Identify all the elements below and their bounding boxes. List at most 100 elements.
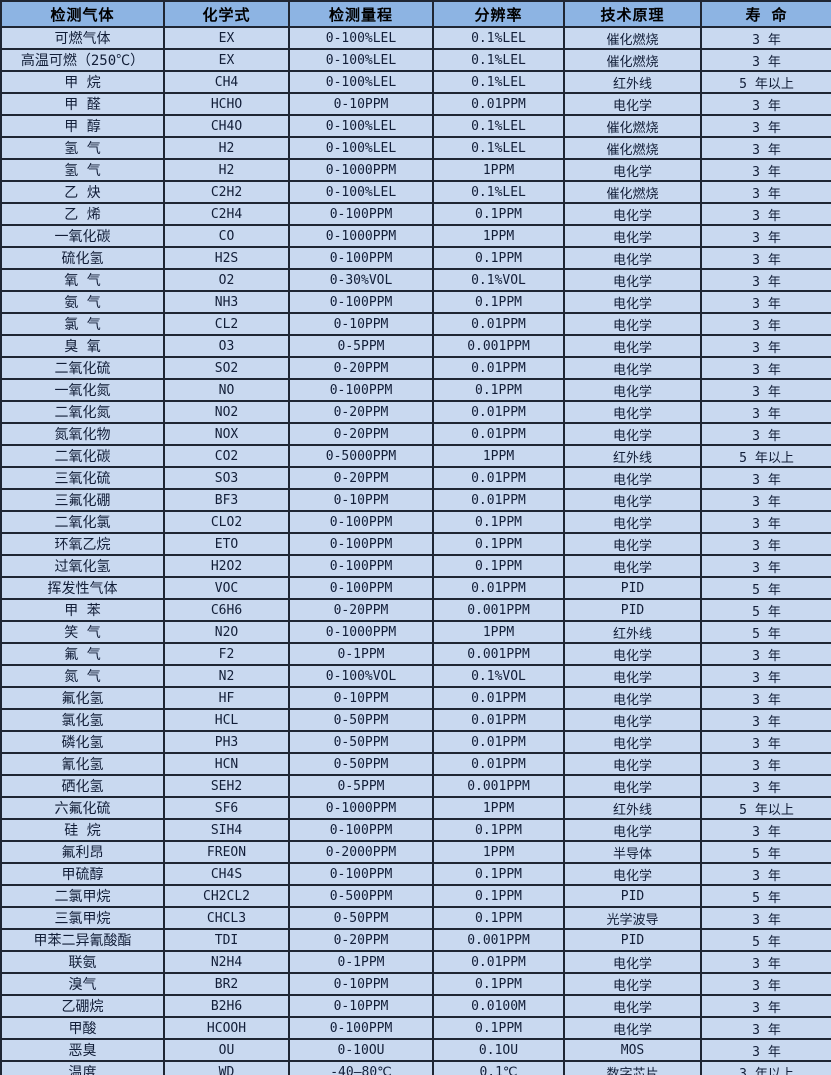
table-row: 甲 醇 CH4O 0-100%LEL 0.1%LEL 催化燃烧 3 年 <box>0 114 831 138</box>
table-cell: 0.1%LEL <box>432 136 565 160</box>
table-cell: 电化学 <box>563 686 702 710</box>
table-row: 乙 炔 C2H2 0-100%LEL 0.1%LEL 催化燃烧 3 年 <box>0 180 831 204</box>
header-cell: 化学式 <box>163 0 290 28</box>
table-cell: 3 年以上 <box>700 1060 831 1075</box>
table-cell: 3 年 <box>700 862 831 886</box>
table-cell: 0.01PPM <box>432 356 565 380</box>
table-cell: SIH4 <box>163 818 290 842</box>
table-cell: CH2CL2 <box>163 884 290 908</box>
table-cell: 三氧化硫 <box>0 466 165 490</box>
table-cell: 电化学 <box>563 708 702 732</box>
table-cell: 0-1000PPM <box>288 158 434 182</box>
table-cell: N2 <box>163 664 290 688</box>
table-row: 氯化氢 HCL 0-50PPM 0.01PPM 电化学 3 年 <box>0 708 831 732</box>
table-cell: 3 年 <box>700 686 831 710</box>
table-cell: SO2 <box>163 356 290 380</box>
table-cell: 3 年 <box>700 48 831 72</box>
table-cell: N2O <box>163 620 290 644</box>
table-cell: 臭 氧 <box>0 334 165 358</box>
table-cell: 0.001PPM <box>432 334 565 358</box>
table-cell: 半导体 <box>563 840 702 864</box>
table-cell: 0-10PPM <box>288 92 434 116</box>
table-cell: 3 年 <box>700 400 831 424</box>
table-row: 溴气 BR2 0-10PPM 0.1PPM 电化学 3 年 <box>0 972 831 996</box>
table-row: 甲 苯 C6H6 0-20PPM 0.001PPM PID 5 年 <box>0 598 831 622</box>
table-cell: B2H6 <box>163 994 290 1018</box>
table-cell: HCOOH <box>163 1016 290 1040</box>
table-cell: PID <box>563 928 702 952</box>
table-cell: 甲硫醇 <box>0 862 165 886</box>
table-cell: 3 年 <box>700 664 831 688</box>
table-cell: 0-100PPM <box>288 818 434 842</box>
table-cell: 0-500PPM <box>288 884 434 908</box>
table-cell: 3 年 <box>700 554 831 578</box>
table-cell: 0-100%VOL <box>288 664 434 688</box>
table-cell: 光学波导 <box>563 906 702 930</box>
table-row: 硅 烷 SIH4 0-100PPM 0.1PPM 电化学 3 年 <box>0 818 831 842</box>
table-cell: 0-1000PPM <box>288 224 434 248</box>
table-cell: 0-50PPM <box>288 708 434 732</box>
table-cell: 0.1PPM <box>432 378 565 402</box>
header-row: 检测气体 化学式 检测量程 分辨率 技术原理寿 命 <box>0 0 831 28</box>
table-cell: 0-100PPM <box>288 378 434 402</box>
table-cell: 0-5000PPM <box>288 444 434 468</box>
table-cell: 氟化氢 <box>0 686 165 710</box>
table-cell: 电化学 <box>563 752 702 776</box>
table-row: 氰化氢 HCN 0-50PPM 0.01PPM 电化学 3 年 <box>0 752 831 776</box>
table-cell: 0.001PPM <box>432 642 565 666</box>
table-cell: 0.1PPM <box>432 554 565 578</box>
table-cell: 3 年 <box>700 466 831 490</box>
table-cell: SF6 <box>163 796 290 820</box>
table-cell: 0-10PPM <box>288 972 434 996</box>
table-row: 三氯甲烷 CHCL3 0-50PPM 0.1PPM 光学波导 3 年 <box>0 906 831 930</box>
table-cell: 0-100PPM <box>288 246 434 270</box>
table-cell: 六氟化硫 <box>0 796 165 820</box>
table-row: 二氧化氮 NO2 0-20PPM 0.01PPM 电化学 3 年 <box>0 400 831 424</box>
table-cell: 0-100PPM <box>288 1016 434 1040</box>
table-row: 氟 气 F2 0-1PPM 0.001PPM 电化学 3 年 <box>0 642 831 666</box>
table-cell: 0-30%VOL <box>288 268 434 292</box>
header-cell: 分辨率 <box>432 0 565 28</box>
table-cell: 高温可燃（250℃） <box>0 48 165 72</box>
table-cell: CO <box>163 224 290 248</box>
table-cell: 3 年 <box>700 334 831 358</box>
table-cell: TDI <box>163 928 290 952</box>
table-cell: 0-100PPM <box>288 290 434 314</box>
table-cell: 0.001PPM <box>432 928 565 952</box>
table-cell: 溴气 <box>0 972 165 996</box>
table-row: 甲酸 HCOOH 0-100PPM 0.1PPM 电化学 3 年 <box>0 1016 831 1040</box>
table-cell: 电化学 <box>563 202 702 226</box>
table-cell: 电化学 <box>563 356 702 380</box>
table-row: 三氟化硼 BF3 0-10PPM 0.01PPM 电化学 3 年 <box>0 488 831 512</box>
table-cell: 红外线 <box>563 796 702 820</box>
table-cell: 电化学 <box>563 554 702 578</box>
header-cell: 技术原理 <box>563 0 702 28</box>
table-cell: 0.01PPM <box>432 708 565 732</box>
table-cell: PID <box>563 576 702 600</box>
table-cell: 0-50PPM <box>288 730 434 754</box>
table-cell: 电化学 <box>563 862 702 886</box>
table-row: 六氟化硫 SF6 0-1000PPM 1PPM 红外线 5 年以上 <box>0 796 831 820</box>
table-cell: 0-20PPM <box>288 598 434 622</box>
table-cell: 电化学 <box>563 378 702 402</box>
table-cell: O2 <box>163 268 290 292</box>
table-cell: 0-100%LEL <box>288 48 434 72</box>
table-cell: 3 年 <box>700 224 831 248</box>
table-cell: 3 年 <box>700 202 831 226</box>
table-cell: 0.1PPM <box>432 906 565 930</box>
table-cell: 0-1PPM <box>288 642 434 666</box>
table-cell: 0-5PPM <box>288 774 434 798</box>
table-cell: 笑 气 <box>0 620 165 644</box>
table-row: 氢 气 H2 0-1000PPM 1PPM 电化学 3 年 <box>0 158 831 182</box>
table-cell: 0.1%LEL <box>432 26 565 50</box>
table-cell: CO2 <box>163 444 290 468</box>
table-cell: 0.1%VOL <box>432 664 565 688</box>
table-cell: 5 年 <box>700 576 831 600</box>
table-cell: 电化学 <box>563 466 702 490</box>
table-cell: 0-100%LEL <box>288 136 434 160</box>
table-cell: 3 年 <box>700 268 831 292</box>
table-cell: 电化学 <box>563 972 702 996</box>
table-row: 氟利昂 FREON 0-2000PPM 1PPM 半导体 5 年 <box>0 840 831 864</box>
